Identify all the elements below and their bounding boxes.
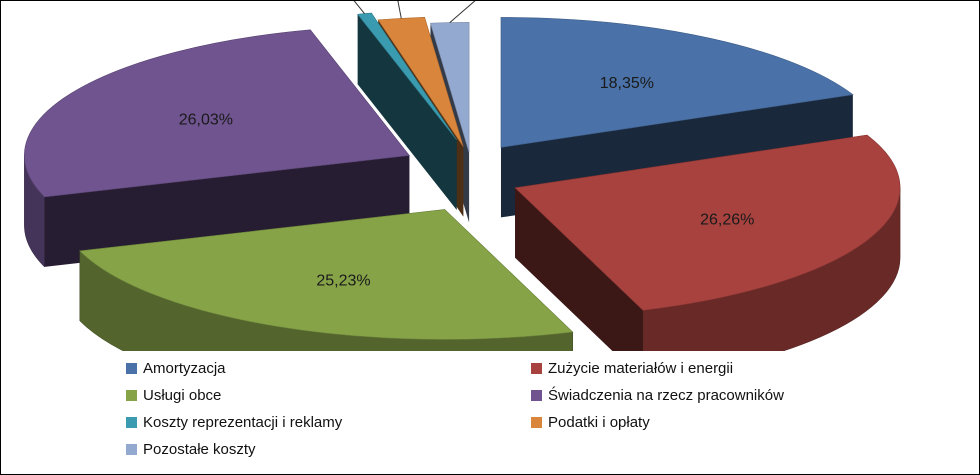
- pie-slice-amortyzacja: [500, 17, 854, 148]
- legend-label: Świadczenia na rzecz pracowników: [548, 387, 784, 404]
- pie-value-label-zuzycie-materia-ow-i-energii: 26,26%: [700, 212, 754, 229]
- pie-slice-us-ugi-obce: [79, 209, 574, 340]
- legend-item-uslugi: Usługi obce: [126, 386, 221, 406]
- legend-swatch: [531, 363, 542, 374]
- legend-item-podatki: Podatki i opłaty: [531, 413, 650, 433]
- pie-slice-face-zuzycie-materia-ow-i-energii-1: [515, 187, 644, 351]
- pie-leader-line-koszty-reprezentacji-i-reklamy: [353, 1, 365, 14]
- legend-label: Amortyzacja: [143, 360, 226, 377]
- pie-labels: 18,35%26,26%25,23%26,03%0,59%1,95%1,60%: [179, 1, 754, 290]
- legend-swatch: [126, 363, 137, 374]
- legend-swatch: [126, 390, 137, 401]
- legend-item-koszty-reprezentacji: Koszty reprezentacji i reklamy: [126, 413, 342, 433]
- pie-leader-line-pozosta-e-koszty: [449, 1, 476, 24]
- pie-slice-face-swiadczenia-na-rzecz-pracownikow-0: [44, 155, 410, 267]
- pie-slice-swiadczenia-na-rzecz-pracownikow: [24, 29, 410, 198]
- legend-label: Zużycie materiałów i energii: [548, 360, 734, 377]
- legend-swatch: [531, 390, 542, 401]
- legend-item-pozostale: Pozostałe koszty: [126, 440, 256, 460]
- pie-value-label-amortyzacja: 18,35%: [600, 75, 654, 92]
- pie-value-label-swiadczenia-na-rzecz-pracownikow: 26,03%: [179, 112, 233, 129]
- pie-tops: [24, 12, 901, 340]
- legend-item-swiadczenia: Świadczenia na rzecz pracowników: [531, 386, 784, 406]
- pie-chart: 18,35%26,26%25,23%26,03%0,59%1,95%1,60%: [24, 1, 901, 351]
- pie-slice-podatki-i-op-aty: [377, 16, 464, 147]
- legend-item-amortyzacja: Amortyzacja: [126, 359, 226, 379]
- legend-item-zuzycie: Zużycie materiałów i energii: [531, 359, 733, 379]
- legend-swatch: [126, 417, 137, 428]
- legend-swatch: [126, 444, 137, 455]
- pie-slice-face-koszty-reprezentacji-i-reklamy-1: [371, 13, 457, 210]
- legend-label: Koszty reprezentacji i reklamy: [143, 414, 343, 431]
- legend-label: Podatki i opłaty: [548, 414, 650, 431]
- legend-label: Usługi obce: [143, 387, 222, 404]
- legend-swatch: [531, 417, 542, 428]
- pie-value-label-us-ugi-obce: 25,23%: [316, 273, 370, 290]
- legend-label: Pozostałe koszty: [143, 441, 256, 458]
- pie-leader-line-podatki-i-op-aty: [397, 1, 402, 19]
- pie-slice-zuzycie-materia-ow-i-energii: [514, 134, 901, 311]
